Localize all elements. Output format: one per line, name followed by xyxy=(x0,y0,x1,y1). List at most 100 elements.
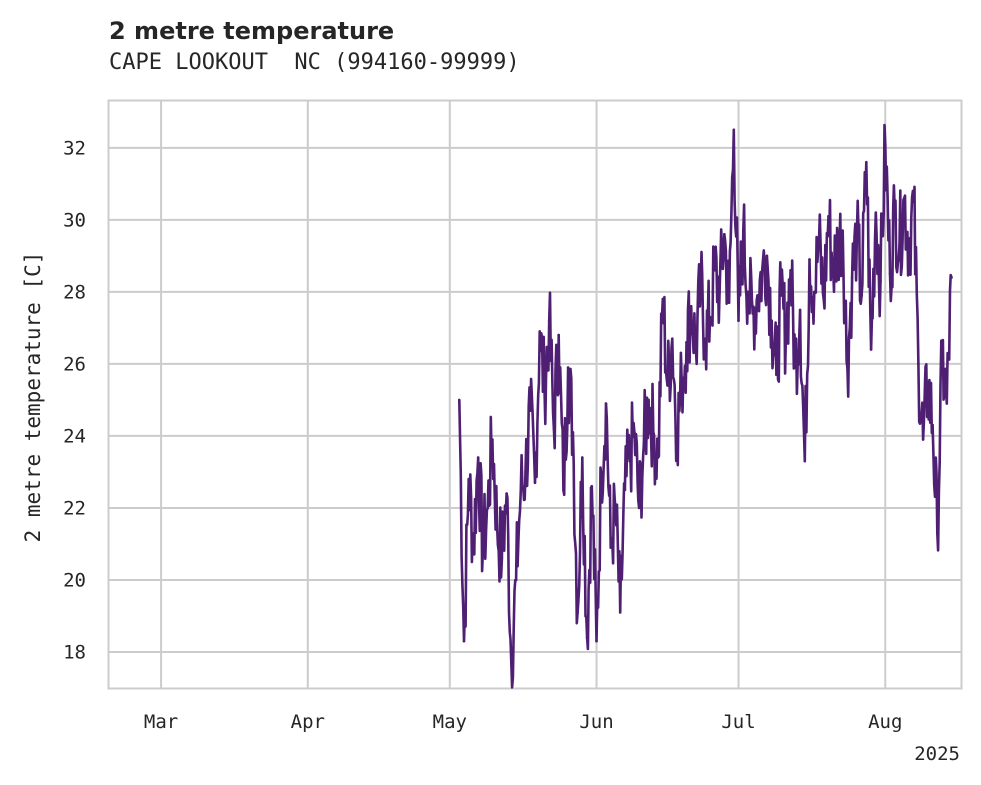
data-point xyxy=(623,488,627,492)
data-point xyxy=(528,409,532,413)
data-point xyxy=(699,283,702,286)
data-point xyxy=(756,294,759,297)
x-tick-label: May xyxy=(433,711,467,733)
data-point xyxy=(637,506,641,510)
data-point xyxy=(775,373,778,376)
data-point xyxy=(633,431,636,434)
data-point xyxy=(647,398,650,402)
data-point xyxy=(670,337,674,340)
data-point xyxy=(931,423,934,427)
data-point xyxy=(576,611,579,614)
data-point xyxy=(846,366,849,369)
data-point xyxy=(907,243,911,247)
chart-subtitle: CAPE LOOKOUT NC (994160-99999) xyxy=(109,50,520,75)
y-tick-label: 24 xyxy=(63,425,86,447)
y-tick-label: 26 xyxy=(63,353,86,375)
data-point xyxy=(883,142,887,146)
data-point xyxy=(500,557,504,560)
data-point xyxy=(893,207,897,211)
data-point xyxy=(505,492,508,495)
data-point xyxy=(727,301,731,304)
x-tick-label: Apr xyxy=(291,711,325,733)
x-tick-label: Jun xyxy=(579,711,613,733)
data-point xyxy=(543,387,546,391)
data-point xyxy=(741,229,745,232)
data-point xyxy=(874,211,878,214)
data-point xyxy=(808,258,811,261)
data-point xyxy=(817,240,821,243)
data-point xyxy=(538,330,542,333)
data-point xyxy=(803,459,807,463)
data-point xyxy=(779,294,783,297)
data-point xyxy=(812,290,816,294)
data-point xyxy=(486,506,489,510)
data-point xyxy=(652,431,655,434)
data-point xyxy=(661,297,665,301)
data-point xyxy=(552,427,556,431)
data-point xyxy=(827,214,830,218)
data-point xyxy=(746,290,750,294)
data-point xyxy=(533,481,537,485)
data-point xyxy=(491,438,494,441)
data-point xyxy=(917,362,920,366)
data-point xyxy=(656,456,660,459)
y-tick-label: 28 xyxy=(63,281,86,303)
plot-frame xyxy=(107,99,963,690)
data-point xyxy=(708,315,712,319)
data-point xyxy=(794,366,797,369)
data-point xyxy=(760,268,764,272)
y-tick-label: 22 xyxy=(63,497,86,519)
data-point xyxy=(950,276,953,279)
data-point xyxy=(467,477,471,481)
data-point xyxy=(898,243,901,247)
data-point xyxy=(921,438,925,441)
data-point xyxy=(689,304,693,308)
data-point xyxy=(704,337,707,340)
data-point xyxy=(524,470,527,474)
data-point xyxy=(765,254,769,258)
y-axis-label: 2 metre temperature [C] xyxy=(21,252,45,543)
data-point xyxy=(723,232,726,236)
data-point xyxy=(836,243,840,247)
data-point xyxy=(784,333,788,337)
data-point xyxy=(732,128,736,132)
data-point xyxy=(912,200,915,204)
chart-title: 2 metre temperature xyxy=(109,17,395,45)
data-point xyxy=(680,380,684,384)
data-point xyxy=(595,639,598,643)
x-tick-label: Jul xyxy=(721,711,755,733)
data-point xyxy=(590,485,594,488)
data-point xyxy=(737,319,740,322)
data-point xyxy=(926,380,930,384)
data-point xyxy=(519,488,523,492)
y-tick-label: 30 xyxy=(63,209,86,231)
data-point xyxy=(472,542,475,546)
data-point xyxy=(510,661,513,665)
data-point xyxy=(481,549,485,553)
data-point xyxy=(798,308,802,312)
data-point xyxy=(822,297,826,301)
data-point xyxy=(457,398,461,402)
data-point xyxy=(865,160,868,164)
data-point xyxy=(604,402,608,405)
data-point xyxy=(831,268,835,272)
data-point xyxy=(585,636,589,639)
data-point xyxy=(581,456,584,459)
data-point xyxy=(841,229,844,232)
data-point xyxy=(751,312,755,315)
x-offset-label: 2025 xyxy=(914,743,960,765)
x-tick-label: Mar xyxy=(144,711,178,733)
data-point xyxy=(902,196,906,200)
data-point xyxy=(713,268,717,272)
data-point xyxy=(562,488,565,492)
data-point xyxy=(936,531,939,535)
data-point xyxy=(614,506,617,510)
data-point xyxy=(462,639,466,643)
data-point xyxy=(566,366,570,369)
temperature-series-line xyxy=(458,123,953,689)
data-point xyxy=(618,611,622,614)
data-point xyxy=(879,279,882,283)
data-point xyxy=(940,355,944,358)
data-point xyxy=(888,272,892,276)
